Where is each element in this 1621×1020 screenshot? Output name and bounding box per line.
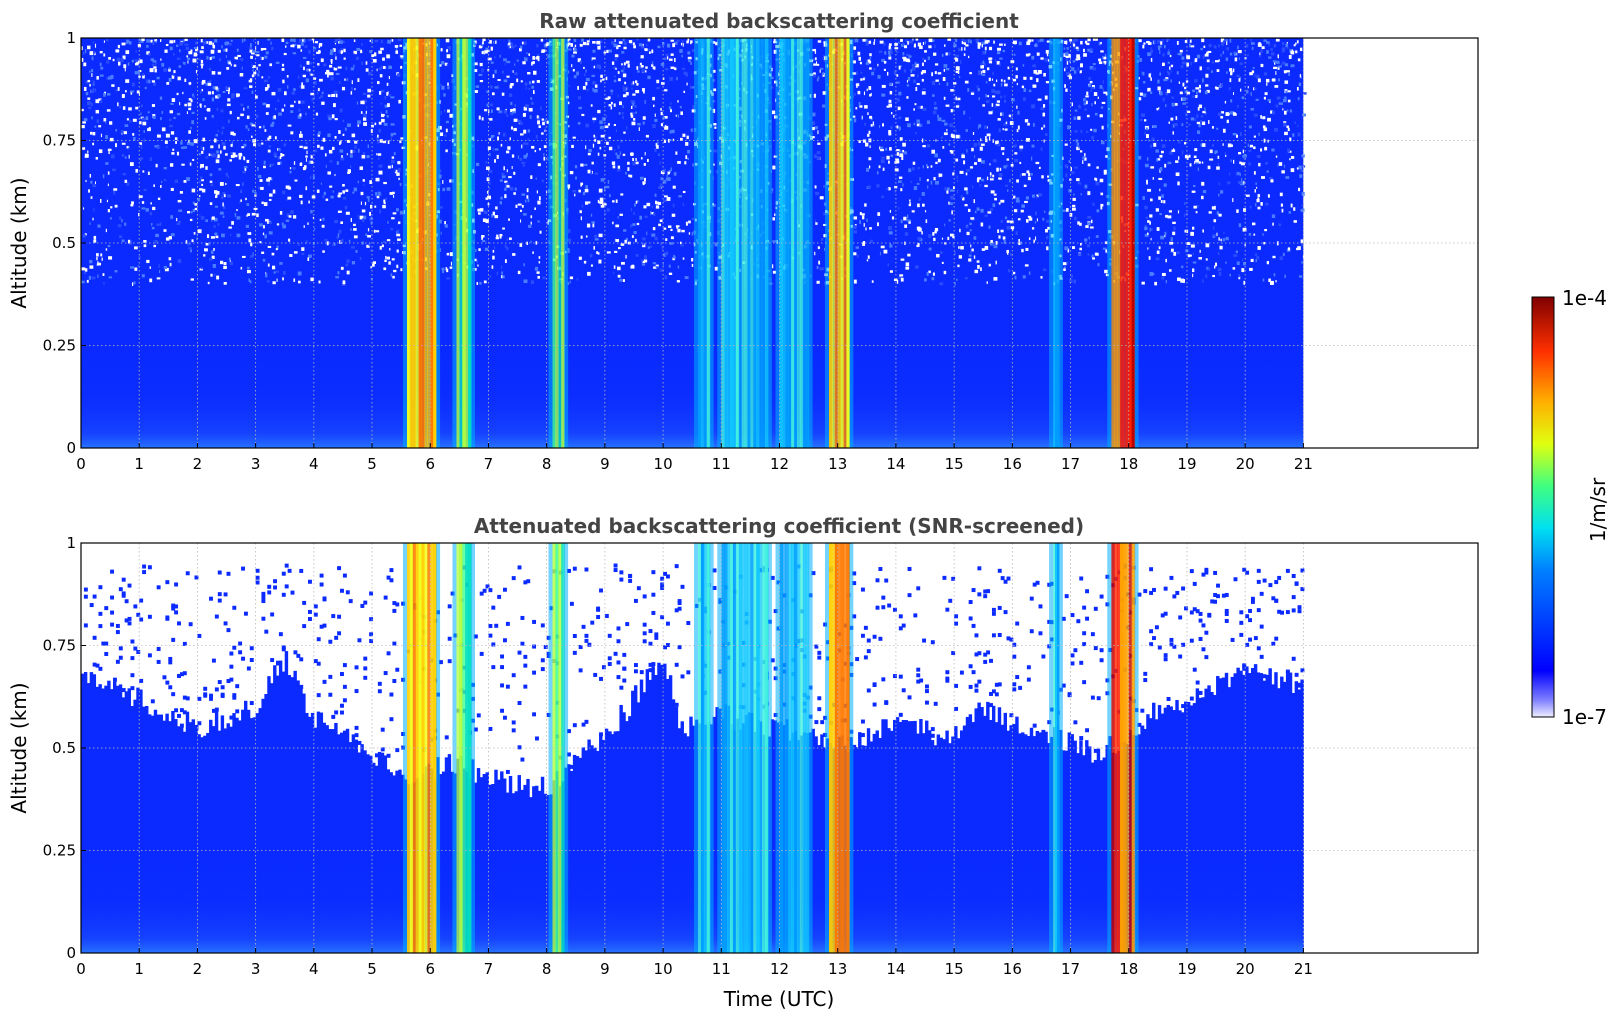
x-tick-label: 12 [770, 455, 789, 473]
y-ticks-screened: 0 0.25 0.5 0.75 1 [43, 534, 86, 962]
x-tick-label: 11 [712, 455, 731, 473]
panel-screened: Attenuated backscattering coefficient (S… [7, 514, 1479, 1011]
ylabel-raw: Altitude (km) [7, 177, 31, 308]
y-tick-label: 0.5 [52, 234, 76, 252]
y-tick-label: 0.75 [43, 132, 76, 150]
y-tick-label: 0.75 [43, 637, 76, 655]
x-tick-label: 10 [654, 960, 673, 978]
x-tick-label: 0 [76, 455, 86, 473]
x-tick-label: 1 [134, 455, 144, 473]
x-tick-label: 4 [309, 455, 319, 473]
x-tick-label: 2 [193, 960, 203, 978]
y-tick-label: 0.5 [52, 739, 76, 757]
x-tick-label: 5 [367, 455, 377, 473]
x-tick-label: 11 [712, 960, 731, 978]
x-tick-label: 18 [1119, 455, 1138, 473]
x-tick-label: 4 [309, 960, 319, 978]
panel-raw-title: Raw attenuated backscattering coefficien… [539, 9, 1019, 33]
y-tick-label: 0.25 [43, 337, 76, 355]
x-tick-label: 2 [193, 455, 203, 473]
x-tick-label: 0 [76, 960, 86, 978]
x-tick-label: 19 [1177, 455, 1196, 473]
x-ticks-screened: 0 1 2 3 4 5 6 7 8 9 10 11 12 13 14 15 16 17 18 19 20 21 [76, 948, 1313, 978]
x-tick-label: 13 [828, 960, 847, 978]
gridlines-screened [81, 543, 1478, 953]
xlabel-time: Time (UTC) [723, 987, 835, 1011]
x-tick-label: 8 [542, 455, 552, 473]
x-tick-label: 12 [770, 960, 789, 978]
x-tick-label: 13 [828, 455, 847, 473]
vertical-feature [694, 543, 714, 953]
colorbar-gradient [1531, 296, 1555, 718]
vertical-feature [694, 38, 714, 448]
panel-raw: Raw attenuated backscattering coefficien… [7, 9, 1479, 473]
colorbar-min-label: 1e-7 [1562, 705, 1607, 729]
x-tick-label: 21 [1294, 960, 1313, 978]
x-tick-label: 21 [1294, 455, 1313, 473]
x-tick-label: 3 [251, 455, 261, 473]
colorbar: 1e-4 1e-7 1/m/sr [1531, 286, 1610, 729]
x-tick-label: 9 [600, 455, 610, 473]
x-tick-label: 6 [425, 455, 435, 473]
ground-layer [81, 345, 1304, 448]
x-tick-label: 14 [886, 455, 905, 473]
y-tick-label: 0 [66, 944, 76, 962]
x-tick-label: 16 [1003, 455, 1022, 473]
x-tick-label: 18 [1119, 960, 1138, 978]
x-tick-label: 1 [134, 960, 144, 978]
x-tick-label: 16 [1003, 960, 1022, 978]
gridlines-raw [81, 38, 1478, 448]
x-tick-label: 20 [1236, 455, 1255, 473]
x-tick-label: 7 [484, 455, 494, 473]
x-ticks-raw: 0 1 2 3 4 5 6 7 8 9 10 11 12 13 14 15 16 17 18 19 20 21 [76, 443, 1313, 473]
x-tick-label: 5 [367, 960, 377, 978]
x-tick-label: 10 [654, 455, 673, 473]
vertical-feature [452, 38, 475, 448]
y-tick-label: 0 [66, 439, 76, 457]
x-tick-label: 19 [1177, 960, 1196, 978]
vertical-feature [1049, 543, 1063, 953]
x-tick-label: 14 [886, 960, 905, 978]
heatmap-raw [81, 38, 1307, 448]
y-tick-label: 0.25 [43, 842, 76, 860]
vertical-feature [452, 543, 475, 953]
ylabel-screened: Altitude (km) [7, 682, 31, 813]
x-tick-label: 15 [945, 960, 964, 978]
panel-screened-title: Attenuated backscattering coefficient (S… [474, 514, 1084, 538]
colorbar-max-label: 1e-4 [1562, 286, 1607, 310]
y-tick-label: 1 [66, 29, 76, 47]
x-tick-label: 6 [425, 960, 435, 978]
x-tick-label: 7 [484, 960, 494, 978]
x-tick-label: 3 [251, 960, 261, 978]
y-ticks-raw: 0 0.25 0.5 0.75 1 [43, 29, 86, 457]
heatmap-screened [81, 543, 1305, 953]
ground-layer [81, 850, 1304, 953]
x-tick-label: 9 [600, 960, 610, 978]
y-tick-label: 1 [66, 534, 76, 552]
vertical-feature [1049, 38, 1063, 448]
x-tick-label: 15 [945, 455, 964, 473]
x-tick-label: 17 [1061, 960, 1080, 978]
x-tick-label: 8 [542, 960, 552, 978]
colorbar-unit-label: 1/m/sr [1586, 477, 1610, 542]
x-tick-label: 17 [1061, 455, 1080, 473]
x-tick-label: 20 [1236, 960, 1255, 978]
